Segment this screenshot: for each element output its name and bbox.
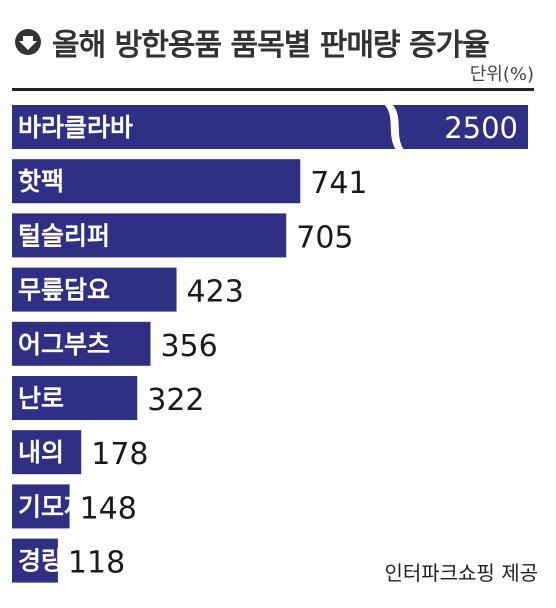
bar-category-label: 어그부츠 — [18, 330, 110, 359]
bar-category-label: 경량패딩 — [18, 547, 110, 576]
bar — [12, 105, 528, 149]
bar-category-label: 핫팩 — [18, 167, 64, 196]
bar — [12, 430, 82, 475]
bar-category-label: 바라클라바 — [18, 113, 133, 142]
source-credit: 인터파크쇼핑 제공 — [384, 561, 538, 585]
bar-value-label: 741 — [310, 166, 367, 201]
bar — [12, 213, 287, 258]
bar — [12, 376, 138, 420]
bar-category-label: 무릎담요 — [18, 276, 110, 305]
bar — [12, 538, 58, 583]
bar-value-label: 2500 — [444, 111, 518, 145]
bar-value-label: 322 — [147, 383, 204, 418]
bar-category-label: 털슬리퍼 — [18, 221, 110, 250]
bar-value-label: 148 — [80, 491, 137, 526]
bar-value-label: 705 — [296, 220, 353, 255]
bar-value-label: 423 — [187, 275, 244, 310]
chart-header: 올해 방한용품 품목별 판매량 증가율 — [14, 22, 490, 63]
bar — [12, 159, 301, 204]
bar — [12, 321, 151, 366]
bar — [12, 267, 177, 312]
bar-value-label: 178 — [91, 437, 148, 472]
top-rule — [12, 88, 534, 91]
chart-title: 올해 방한용품 품목별 판매량 증가율 — [52, 28, 490, 63]
bar-category-label: 기모제품 — [18, 492, 110, 521]
down-arrow-circle-icon — [15, 29, 41, 55]
bar-value-label: 356 — [160, 329, 217, 364]
unit-label: 단위(%) — [469, 64, 534, 85]
axis-break-mark — [384, 104, 404, 150]
bar-category-label: 난로 — [18, 384, 64, 413]
bar — [12, 484, 70, 529]
bar-category-label: 내의 — [18, 438, 64, 467]
bar-value-label: 118 — [68, 546, 125, 581]
